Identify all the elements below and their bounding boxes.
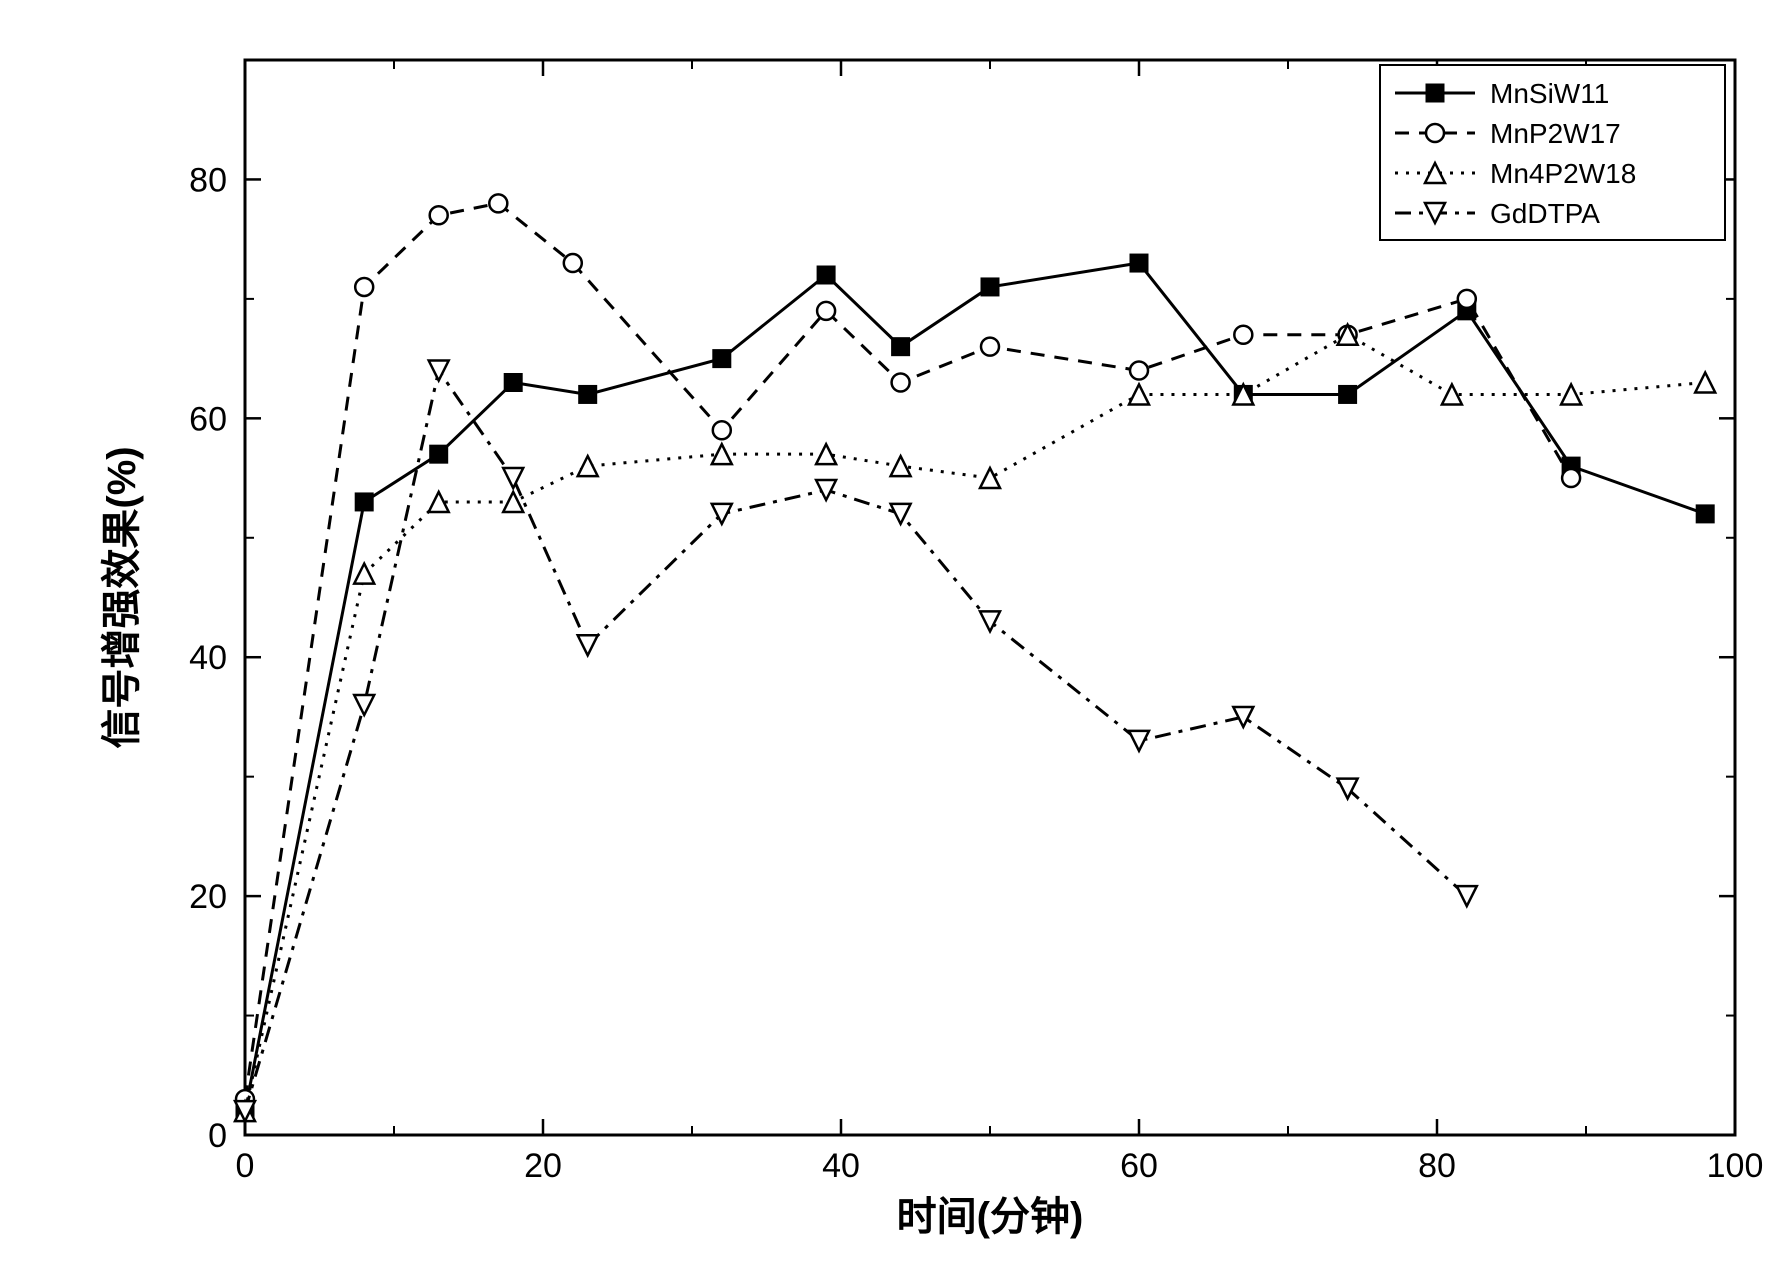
marker-open-circle	[1458, 290, 1476, 308]
marker-open-triangle-up	[1129, 384, 1149, 404]
y-tick-label: 80	[189, 161, 227, 199]
marker-open-triangle-down	[1457, 886, 1477, 906]
marker-open-triangle-down	[891, 504, 911, 524]
legend-label: MnSiW11	[1490, 78, 1609, 109]
marker-open-triangle-down	[980, 611, 1000, 631]
y-tick-label: 0	[208, 1117, 227, 1155]
marker-open-triangle-up	[354, 564, 374, 584]
marker-open-circle	[355, 278, 373, 296]
marker-open-triangle-down	[712, 504, 732, 524]
marker-filled-square	[504, 374, 522, 392]
marker-open-circle	[1562, 469, 1580, 487]
legend-label: Mn4P2W18	[1490, 158, 1636, 189]
marker-open-circle	[981, 338, 999, 356]
marker-open-circle	[430, 206, 448, 224]
x-tick-label: 60	[1120, 1147, 1158, 1185]
marker-open-circle	[1426, 124, 1444, 142]
x-tick-label: 80	[1418, 1147, 1456, 1185]
marker-open-circle	[817, 302, 835, 320]
marker-filled-square	[355, 493, 373, 511]
x-axis-title: 时间(分钟)	[897, 1195, 1084, 1239]
x-tick-label: 20	[524, 1147, 562, 1185]
y-tick-label: 60	[189, 400, 227, 438]
marker-filled-square	[1339, 385, 1357, 403]
x-tick-label: 100	[1707, 1147, 1764, 1185]
marker-open-triangle-down	[1129, 731, 1149, 751]
marker-open-triangle-up	[712, 444, 732, 464]
marker-filled-square	[1130, 254, 1148, 272]
marker-filled-square	[713, 350, 731, 368]
series-line-0	[245, 263, 1705, 1111]
x-tick-label: 0	[236, 1147, 255, 1185]
marker-open-triangle-down	[578, 635, 598, 655]
marker-filled-square	[892, 338, 910, 356]
marker-filled-square	[981, 278, 999, 296]
y-tick-label: 40	[189, 639, 227, 677]
marker-open-triangle-down	[1233, 707, 1253, 727]
marker-open-circle	[713, 421, 731, 439]
marker-open-triangle-down	[816, 480, 836, 500]
series-2	[235, 325, 1715, 1121]
chart-container: 0 20 40 60 80 100 0 20 40 60 80 时间(分钟) 信号增强效果(%) MnSi…	[0, 0, 1770, 1274]
marker-open-triangle-up	[891, 456, 911, 476]
series-line-3	[245, 371, 1467, 1112]
marker-open-circle	[1130, 362, 1148, 380]
marker-open-triangle-up	[1561, 384, 1581, 404]
series-1	[236, 194, 1580, 1108]
legend-label: GdDTPA	[1490, 198, 1600, 229]
series-line-2	[245, 335, 1705, 1111]
x-tick-label: 40	[822, 1147, 860, 1185]
marker-open-triangle-down	[429, 361, 449, 381]
series-3	[235, 361, 1477, 1122]
y-tick-label: 20	[189, 878, 227, 916]
marker-open-circle	[489, 194, 507, 212]
marker-filled-square	[1426, 84, 1444, 102]
marker-open-triangle-down	[503, 468, 523, 488]
marker-open-triangle-down	[354, 695, 374, 715]
chart-svg: 0 20 40 60 80 100 0 20 40 60 80 时间(分钟) 信号增强效果(%) MnSi…	[0, 0, 1770, 1274]
marker-open-triangle-up	[980, 468, 1000, 488]
y-axis-title: 信号增强效果(%)	[100, 446, 144, 748]
legend-label: MnP2W17	[1490, 118, 1621, 149]
marker-filled-square	[579, 385, 597, 403]
marker-open-circle	[564, 254, 582, 272]
marker-filled-square	[1696, 505, 1714, 523]
marker-filled-square	[430, 445, 448, 463]
marker-open-triangle-up	[1695, 373, 1715, 393]
series-0	[236, 254, 1714, 1120]
marker-open-circle	[892, 374, 910, 392]
marker-filled-square	[817, 266, 835, 284]
marker-open-triangle-up	[578, 456, 598, 476]
marker-open-circle	[1234, 326, 1252, 344]
